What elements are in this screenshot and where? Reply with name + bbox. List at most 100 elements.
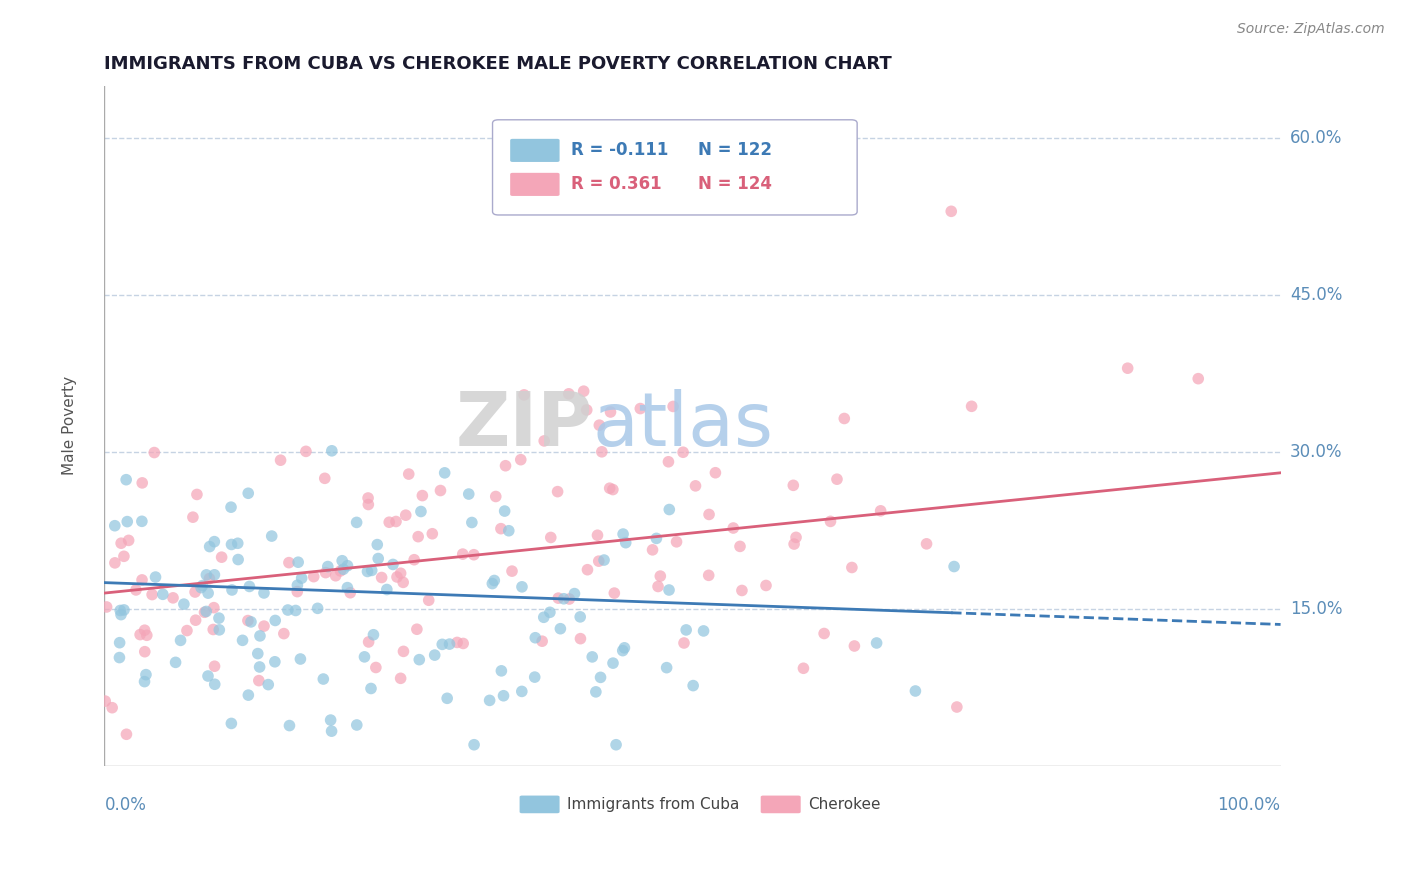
Point <box>755 578 778 592</box>
Point <box>336 558 359 573</box>
Point <box>491 664 513 678</box>
Point <box>612 643 634 657</box>
Point <box>697 568 720 582</box>
Point <box>658 502 681 516</box>
Point <box>162 591 184 605</box>
Point <box>523 670 546 684</box>
Point <box>211 550 233 565</box>
Point <box>411 489 433 503</box>
Point <box>321 443 343 458</box>
Point <box>603 586 626 600</box>
Point <box>446 635 468 649</box>
Point <box>257 677 280 691</box>
Point <box>319 713 342 727</box>
Point <box>538 605 561 619</box>
Point <box>510 684 533 698</box>
Point <box>208 623 231 637</box>
Point <box>436 691 458 706</box>
Point <box>221 582 243 597</box>
Point <box>385 570 408 584</box>
Point <box>197 586 219 600</box>
Point <box>287 555 309 569</box>
Point <box>662 400 685 414</box>
Point <box>273 626 295 640</box>
Point <box>312 672 335 686</box>
Point <box>173 597 195 611</box>
Point <box>110 536 132 550</box>
Point <box>115 473 138 487</box>
Point <box>586 528 609 542</box>
Point <box>346 516 368 530</box>
Point <box>457 487 479 501</box>
Point <box>547 484 569 499</box>
Point <box>117 533 139 548</box>
Point <box>392 644 415 658</box>
Point <box>246 647 269 661</box>
Point <box>513 388 536 402</box>
Point <box>510 580 533 594</box>
Point <box>290 652 312 666</box>
Point <box>249 660 271 674</box>
Point <box>291 571 314 585</box>
Point <box>370 570 392 584</box>
Point <box>602 656 624 670</box>
Point <box>492 689 515 703</box>
Point <box>134 624 156 638</box>
Text: Source: ZipAtlas.com: Source: ZipAtlas.com <box>1237 22 1385 37</box>
Point <box>135 667 157 681</box>
Point <box>792 661 814 675</box>
Point <box>389 671 412 685</box>
Point <box>357 498 380 512</box>
Point <box>236 614 259 628</box>
Point <box>125 582 148 597</box>
Point <box>613 640 636 655</box>
Point <box>461 516 484 530</box>
Point <box>270 453 292 467</box>
Text: atlas: atlas <box>592 389 773 462</box>
Point <box>367 551 389 566</box>
Point <box>219 500 242 515</box>
Point <box>253 619 276 633</box>
Point <box>553 591 575 606</box>
Point <box>134 645 156 659</box>
Point <box>420 526 443 541</box>
Point <box>208 611 231 625</box>
Text: 15.0%: 15.0% <box>1289 599 1343 618</box>
Point <box>501 564 523 578</box>
Point <box>143 445 166 459</box>
Text: Immigrants from Cuba: Immigrants from Cuba <box>567 797 740 812</box>
Point <box>287 578 309 592</box>
Point <box>524 631 547 645</box>
Point <box>588 418 610 433</box>
Point <box>406 530 429 544</box>
Point <box>330 554 353 568</box>
Point <box>249 629 271 643</box>
Point <box>783 537 806 551</box>
Point <box>451 636 474 650</box>
Point <box>398 467 420 481</box>
Point <box>238 486 260 500</box>
Point <box>558 592 581 607</box>
Point <box>494 504 516 518</box>
Point <box>112 549 135 564</box>
Point <box>360 563 382 577</box>
Point <box>569 610 592 624</box>
Point <box>645 532 668 546</box>
Point <box>193 605 215 619</box>
Point <box>198 572 221 586</box>
Point <box>404 552 426 566</box>
Point <box>439 637 461 651</box>
Point <box>614 535 637 549</box>
Point <box>277 556 299 570</box>
Text: N = 124: N = 124 <box>699 176 772 194</box>
Point <box>191 578 214 592</box>
Point <box>104 518 127 533</box>
Point <box>278 718 301 732</box>
Point <box>101 700 124 714</box>
Point <box>731 583 754 598</box>
Point <box>844 639 866 653</box>
Point <box>675 623 697 637</box>
Point <box>489 522 512 536</box>
Point <box>657 455 679 469</box>
Point <box>540 531 562 545</box>
